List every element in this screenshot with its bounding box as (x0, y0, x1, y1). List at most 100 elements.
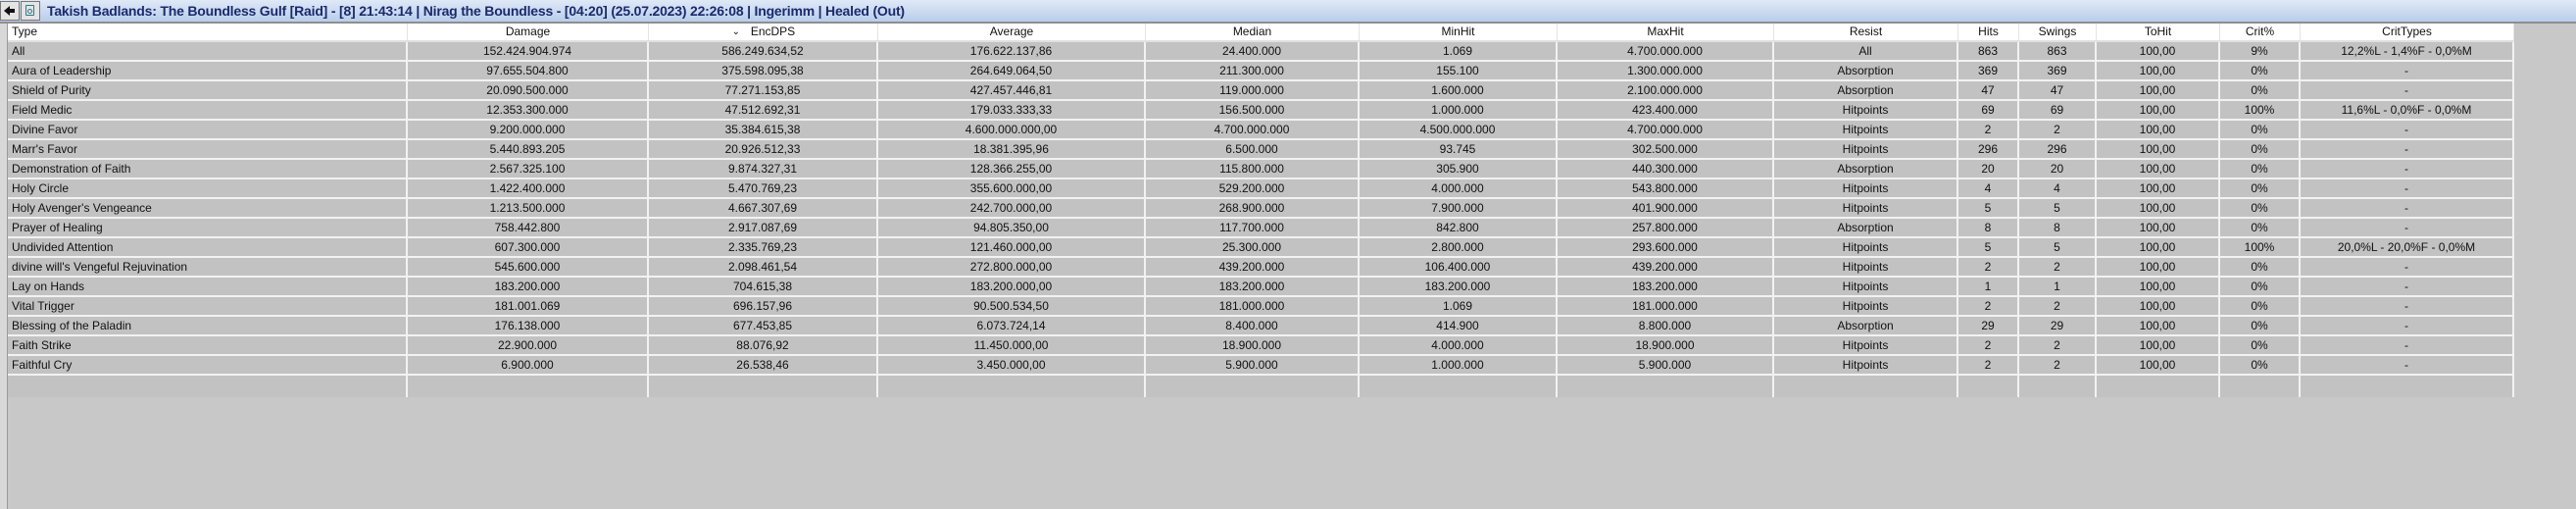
cell-hits: 2 (1958, 258, 2019, 276)
cell-minhit: 414.900 (1360, 317, 1558, 334)
cell-resist: Hitpoints (1774, 297, 1958, 315)
cell-median: 211.300.000 (1146, 62, 1360, 79)
cell-crittypes: 12,2%L - 1,4%F - 0,0%M (2301, 42, 2514, 60)
table-row[interactable]: Field Medic 12.353.300.000 47.512.692,31 17… (8, 101, 2514, 121)
cell-encdps: 5.470.769,23 (649, 179, 878, 197)
cell-minhit: 4.000.000 (1360, 336, 1558, 354)
cell-crittypes: - (2301, 179, 2514, 197)
cell-crittypes: - (2301, 278, 2514, 295)
cell-damage: 6.900.000 (408, 356, 649, 374)
cell-average: 121.460.000,00 (878, 238, 1146, 256)
cell-type: Holy Avenger's Vengeance (8, 199, 408, 217)
table-row[interactable]: Blessing of the Paladin 176.138.000 677.45… (8, 317, 2514, 336)
empty-cell (2220, 376, 2301, 397)
cell-tohit: 100,00 (2097, 278, 2220, 295)
empty-cell (2019, 376, 2097, 397)
cell-median: 24.400.000 (1146, 42, 1360, 60)
table-row[interactable]: Demonstration of Faith 2.567.325.100 9.874… (8, 160, 2514, 179)
cell-damage: 607.300.000 (408, 238, 649, 256)
table-row[interactable]: Divine Favor 9.200.000.000 35.384.615,38 4.… (8, 121, 2514, 140)
cell-resist: Hitpoints (1774, 140, 1958, 158)
table-row[interactable]: Faith Strike 22.900.000 88.076,92 11.450.00… (8, 336, 2514, 356)
cell-maxhit: 401.900.000 (1558, 199, 1774, 217)
column-header-tohit[interactable]: ToHit (2097, 24, 2220, 40)
encounter-title: Takish Badlands: The Boundless Gulf [Rai… (47, 3, 905, 19)
column-header-maxhit[interactable]: MaxHit (1558, 24, 1774, 40)
cell-encdps: 88.076,92 (649, 336, 878, 354)
cell-median: 119.000.000 (1146, 81, 1360, 99)
cell-hits: 2 (1958, 297, 2019, 315)
column-header-resist[interactable]: Resist (1774, 24, 1958, 40)
table-row[interactable]: divine will's Vengeful Rejuvination 545.6… (8, 258, 2514, 278)
cell-average: 3.450.000,00 (878, 356, 1146, 374)
cell-crittypes: - (2301, 160, 2514, 178)
column-header-damage[interactable]: Damage (408, 24, 649, 40)
cell-crit: 0% (2220, 356, 2301, 374)
cell-resist: Absorption (1774, 317, 1958, 334)
cell-tohit: 100,00 (2097, 179, 2220, 197)
table-row[interactable]: Marr's Favor 5.440.893.205 20.926.512,33 18… (8, 140, 2514, 160)
cell-swings: 5 (2019, 199, 2097, 217)
column-header-crittypes[interactable]: CritTypes (2301, 24, 2514, 40)
column-header-average[interactable]: Average (878, 24, 1146, 40)
cell-average: 355.600.000,00 (878, 179, 1146, 197)
table-row[interactable]: Holy Circle 1.422.400.000 5.470.769,23 355.… (8, 179, 2514, 199)
cell-swings: 20 (2019, 160, 2097, 178)
column-header-type[interactable]: Type (8, 24, 408, 40)
column-header-label: MaxHit (1647, 25, 1684, 38)
table-row[interactable]: Aura of Leadership 97.655.504.800 375.598.… (8, 62, 2514, 81)
cell-hits: 369 (1958, 62, 2019, 79)
cell-crit: 0% (2220, 219, 2301, 236)
cell-swings: 863 (2019, 42, 2097, 60)
cell-minhit: 1.069 (1360, 297, 1558, 315)
cell-type: Aura of Leadership (8, 62, 408, 79)
table-row[interactable]: Shield of Purity 20.090.500.000 77.271.153… (8, 81, 2514, 101)
column-header-hits[interactable]: Hits (1958, 24, 2019, 40)
back-button[interactable] (0, 1, 20, 21)
column-header-label: Median (1232, 25, 1272, 38)
cell-median: 115.800.000 (1146, 160, 1360, 178)
cell-minhit: 842.800 (1360, 219, 1558, 236)
cell-minhit: 93.745 (1360, 140, 1558, 158)
column-header-median[interactable]: Median (1146, 24, 1360, 40)
empty-cell (649, 376, 878, 397)
cell-type: Lay on Hands (8, 278, 408, 295)
cell-tohit: 100,00 (2097, 42, 2220, 60)
column-header-minhit[interactable]: MinHit (1360, 24, 1558, 40)
empty-cell (2097, 376, 2220, 397)
column-header-label: ToHit (2144, 25, 2172, 38)
cell-crit: 0% (2220, 258, 2301, 276)
cell-type: Undivided Attention (8, 238, 408, 256)
cell-damage: 22.900.000 (408, 336, 649, 354)
table-row[interactable]: Lay on Hands 183.200.000 704.615,38 183.200… (8, 278, 2514, 297)
snapshot-button[interactable] (21, 1, 40, 21)
table-row[interactable]: Faithful Cry 6.900.000 26.538,46 3.450.000,… (8, 356, 2514, 376)
cell-crittypes: - (2301, 258, 2514, 276)
cell-minhit: 106.400.000 (1360, 258, 1558, 276)
cell-hits: 863 (1958, 42, 2019, 60)
cell-damage: 545.600.000 (408, 258, 649, 276)
table-row[interactable]: Undivided Attention 607.300.000 2.335.769,… (8, 238, 2514, 258)
cell-damage: 9.200.000.000 (408, 121, 649, 138)
empty-row (8, 376, 2514, 397)
table-row[interactable]: Vital Trigger 181.001.069 696.157,96 90.500… (8, 297, 2514, 317)
cell-minhit: 4.000.000 (1360, 179, 1558, 197)
column-header-encdps[interactable]: ⌄ EncDPS (649, 24, 878, 40)
table-row[interactable]: Prayer of Healing 758.442.800 2.917.087,69… (8, 219, 2514, 238)
table-row[interactable]: Holy Avenger's Vengeance 1.213.500.000 4.6… (8, 199, 2514, 219)
cell-encdps: 677.453,85 (649, 317, 878, 334)
cell-hits: 69 (1958, 101, 2019, 119)
cell-crit: 0% (2220, 62, 2301, 79)
table-row[interactable]: All 152.424.904.974 586.249.634,52 176.622.… (8, 42, 2514, 62)
cell-average: 179.033.333,33 (878, 101, 1146, 119)
cell-hits: 8 (1958, 219, 2019, 236)
cell-crit: 0% (2220, 81, 2301, 99)
cell-swings: 69 (2019, 101, 2097, 119)
cell-median: 8.400.000 (1146, 317, 1360, 334)
cell-swings: 8 (2019, 219, 2097, 236)
column-header-swings[interactable]: Swings (2019, 24, 2097, 40)
table-header: Type Damage ⌄ EncDPS Average Median MinHit MaxH… (8, 24, 2514, 42)
column-header-crit[interactable]: Crit% (2220, 24, 2301, 40)
cell-hits: 2 (1958, 336, 2019, 354)
cell-resist: Hitpoints (1774, 278, 1958, 295)
